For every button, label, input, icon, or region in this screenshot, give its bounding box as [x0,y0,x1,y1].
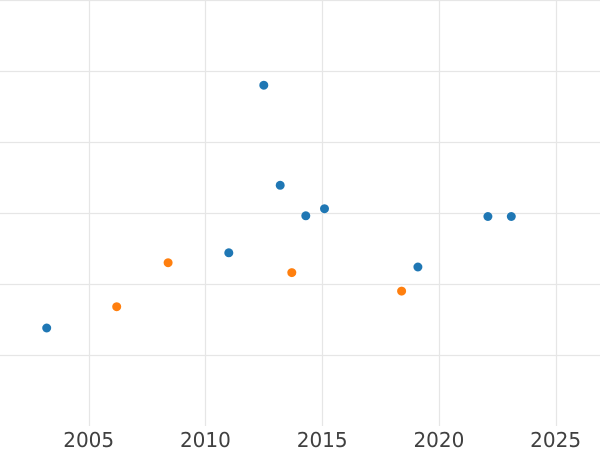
data-point-blue [301,211,311,221]
data-point-orange [287,268,297,278]
data-points [42,80,516,333]
x-axis-tick-labels: 2005 2010 2015 2020 2025 [63,428,581,450]
x-axis-tick-label: 2010 [180,428,231,450]
data-point-blue [224,248,234,258]
data-point-blue [259,80,269,90]
x-axis-tick-label: 2025 [530,428,581,450]
data-point-orange [112,302,122,312]
data-point-blue [413,262,423,272]
x-axis-tick-label: 2020 [413,428,464,450]
data-point-orange [163,258,173,268]
data-point-blue [275,180,285,190]
x-axis-tick-label: 2005 [63,428,114,450]
data-point-blue [483,212,493,221]
data-point-orange [397,286,407,296]
data-point-blue [506,212,516,221]
gridlines [0,0,600,426]
data-point-blue [320,204,329,214]
x-axis-tick-label: 2015 [297,428,348,450]
data-point-blue [42,323,52,333]
